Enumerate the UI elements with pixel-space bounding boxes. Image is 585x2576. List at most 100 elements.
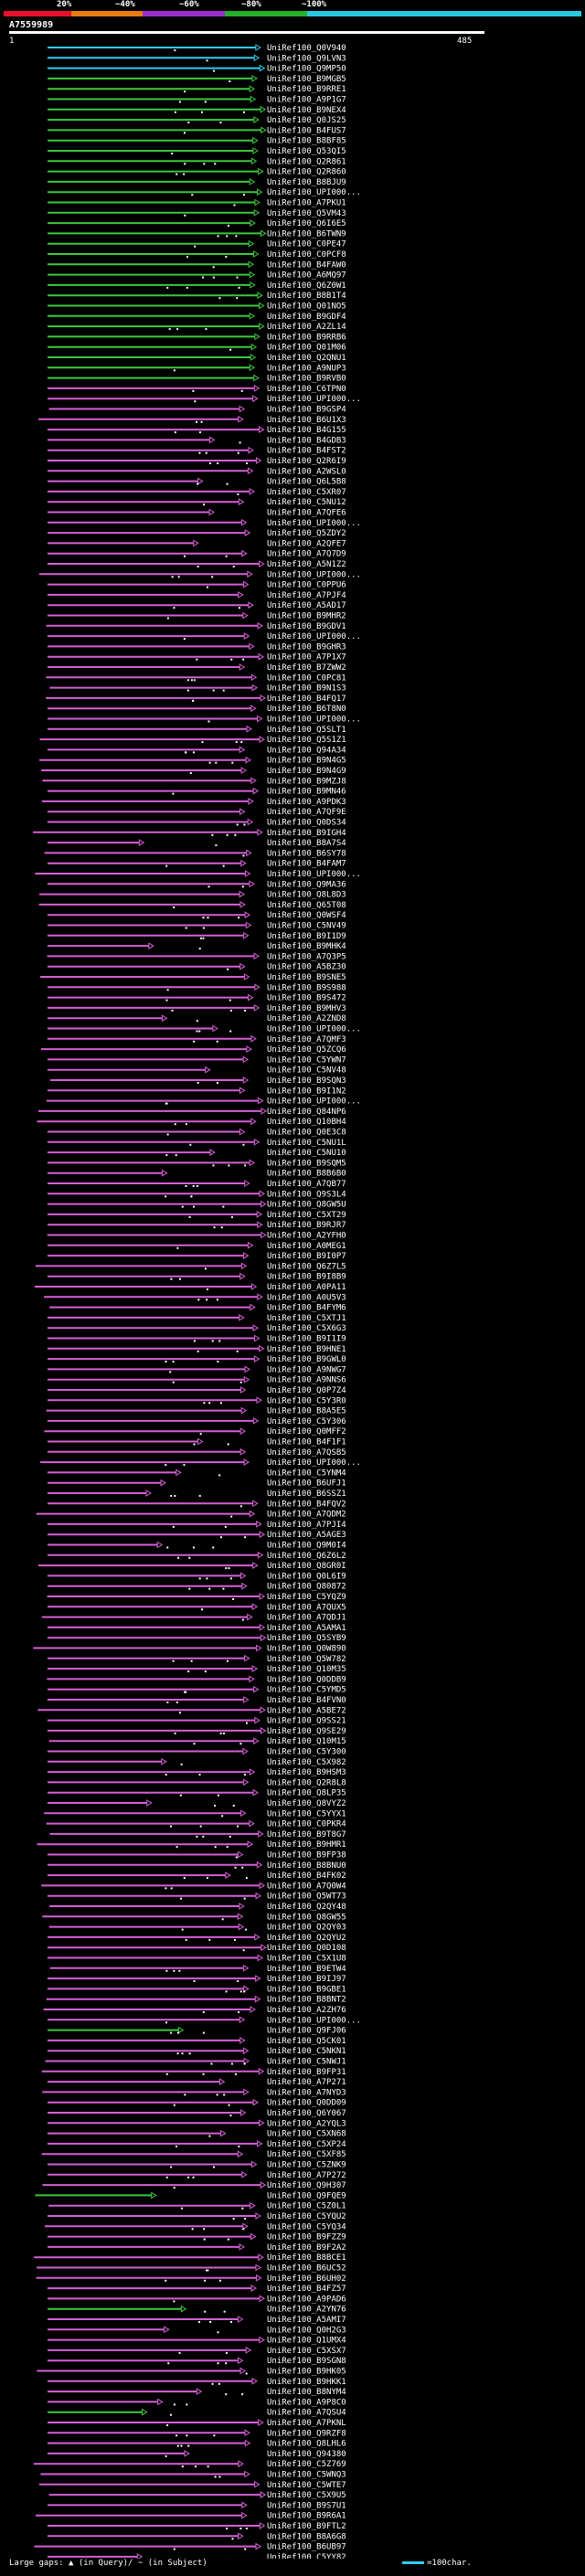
hit-label[interactable]: UniRef100_Q65T08 — [267, 901, 346, 910]
hit-label[interactable]: UniRef100_B9MZJ8 — [267, 777, 346, 786]
hit-label[interactable]: UniRef100_A2QFE7 — [267, 539, 346, 548]
hit-row[interactable]: UniRef100_Q0WSF4 — [48, 911, 346, 920]
hit-label[interactable]: UniRef100_B4GDB3 — [267, 436, 346, 445]
hit-row[interactable]: UniRef100_A5BZ30 — [48, 963, 346, 972]
hit-label[interactable]: UniRef100_A2YQL3 — [267, 2119, 346, 2128]
hit-label[interactable]: UniRef100_A7QUX5 — [267, 1603, 346, 1612]
hit-row[interactable]: UniRef100_B9MHR2 — [48, 612, 346, 621]
hit-row[interactable]: UniRef100_B9GBE1 — [48, 1985, 346, 1994]
hit-row[interactable]: UniRef100_A5AMI7 — [48, 2316, 346, 2325]
hit-row[interactable]: UniRef100_B9GDV1 — [46, 622, 346, 631]
hit-label[interactable]: UniRef100_A7P271 — [267, 2078, 346, 2087]
hit-label[interactable]: UniRef100_B4FAW0 — [267, 260, 346, 270]
hit-row[interactable]: UniRef100_A7P1X7 — [48, 653, 346, 663]
hit-row[interactable]: UniRef100_A7QB77 — [48, 1180, 346, 1189]
hit-label[interactable]: UniRef100_Q0JS25 — [267, 116, 346, 125]
hit-row[interactable]: UniRef100_Q9SS21 — [48, 1717, 346, 1726]
hit-row[interactable]: UniRef100_B8A7S4 — [48, 839, 346, 848]
hit-label[interactable]: UniRef100_B8NYM4 — [267, 2388, 346, 2397]
hit-label[interactable]: UniRef100_B9GBE1 — [267, 1985, 346, 1994]
hit-label[interactable]: UniRef100_A5AMA1 — [267, 1624, 346, 1633]
hit-label[interactable]: UniRef100_B9RRB6 — [267, 333, 346, 342]
hit-label[interactable]: UniRef100_C5X9U5 — [267, 2491, 346, 2500]
hit-row[interactable]: UniRef100_B9GWL0 — [48, 1355, 346, 1364]
hit-label[interactable]: UniRef100_Q10M15 — [267, 1737, 346, 1746]
hit-label[interactable]: UniRef100_Q6Z6L2 — [267, 1552, 346, 1561]
hit-label[interactable]: UniRef100_Q8L8D3 — [267, 891, 346, 900]
hit-label[interactable]: UniRef100_B4FVN0 — [267, 1696, 346, 1705]
hit-label[interactable]: UniRef100_C5YQU2 — [267, 2212, 346, 2221]
hit-label[interactable]: UniRef100_A7Q0W4 — [267, 1882, 346, 1891]
hit-row[interactable]: UniRef100_A7Q0W4 — [41, 1882, 346, 1891]
hit-label[interactable]: UniRef100_C5YNM4 — [267, 1468, 346, 1478]
hit-label[interactable]: UniRef100_A9PDK3 — [267, 798, 346, 807]
hit-row[interactable]: UniRef100_B9GSP4 — [48, 406, 346, 415]
hit-label[interactable]: UniRef100_Q2QY03 — [267, 1924, 346, 1933]
hit-row[interactable]: UniRef100_A5N1Z2 — [48, 560, 346, 569]
hit-row[interactable]: UniRef100_Q8GW5U — [48, 1201, 346, 1210]
hit-row[interactable]: UniRef100_B9I1N2 — [48, 1087, 346, 1096]
hit-label[interactable]: UniRef100_C5XT29 — [267, 1211, 346, 1220]
hit-row[interactable]: UniRef100_B8NYM4 — [48, 2388, 346, 2397]
hit-row[interactable]: UniRef100_B8BF85 — [48, 137, 346, 146]
hit-row[interactable]: UniRef100_A5BE72 — [37, 1706, 346, 1715]
hit-label[interactable]: UniRef100_B9GSP4 — [267, 406, 346, 415]
hit-row[interactable]: UniRef100_B9FP38 — [48, 1851, 346, 1860]
hit-row[interactable]: UniRef100_B9MGB5 — [48, 75, 346, 84]
hit-row[interactable]: UniRef100_B9RRB6 — [48, 333, 346, 342]
hit-row[interactable]: UniRef100_Q6Z6L2 — [48, 1552, 346, 1561]
hit-label[interactable]: UniRef100_Q9SE29 — [267, 1727, 346, 1736]
hit-row[interactable]: UniRef100_B9S472 — [48, 994, 346, 1003]
hit-row[interactable]: UniRef100_C5NV49 — [48, 922, 346, 931]
hit-label[interactable]: UniRef100_B6SY78 — [267, 849, 346, 858]
hit-label[interactable]: UniRef100_C0PC81 — [267, 673, 346, 683]
hit-label[interactable]: UniRef100_B8BCE1 — [267, 2253, 346, 2263]
hit-row[interactable]: UniRef100_A2WSL0 — [48, 467, 346, 476]
hit-label[interactable]: UniRef100_Q5W782 — [267, 1655, 346, 1664]
hit-row[interactable]: UniRef100_Q9MA36 — [48, 880, 346, 889]
hit-row[interactable]: UniRef100_C5YY82 — [48, 2553, 346, 2559]
hit-label[interactable]: UniRef100_Q2R6I9 — [267, 457, 346, 466]
hit-row[interactable]: UniRef100_B9HNE1 — [48, 1345, 346, 1354]
hit-row[interactable]: UniRef100_Q5VM43 — [48, 209, 346, 218]
hit-label[interactable]: UniRef100_Q0DS34 — [267, 819, 346, 828]
hit-label[interactable]: UniRef100_Q0P7Z4 — [267, 1386, 346, 1395]
hit-row[interactable]: UniRef100_Q6I6E5 — [48, 219, 346, 228]
hit-label[interactable]: UniRef100_B4FK02 — [267, 1871, 346, 1881]
hit-row[interactable]: UniRef100_Q10M35 — [48, 1665, 346, 1674]
hit-label[interactable]: UniRef100_C5YQ34 — [267, 2222, 346, 2231]
hit-row[interactable]: UniRef100_Q65T08 — [38, 901, 346, 910]
hit-row[interactable]: UniRef100_B8A6G8 — [48, 2532, 346, 2541]
hit-label[interactable]: UniRef100_B8BNT2 — [267, 1996, 346, 2005]
hit-row[interactable]: UniRef100_C0PE47 — [48, 240, 346, 249]
hit-label[interactable]: UniRef100_C5NU12 — [267, 498, 346, 507]
hit-label[interactable]: UniRef100_A2WSL0 — [267, 467, 346, 476]
hit-label[interactable]: UniRef100_B9N1S3 — [267, 684, 346, 694]
hit-row[interactable]: UniRef100_C5YQ34 — [44, 2222, 346, 2231]
hit-label[interactable]: UniRef100_B8A5E5 — [267, 1407, 346, 1416]
hit-label[interactable]: UniRef100_C5YWN7 — [267, 1055, 346, 1065]
hit-label[interactable]: UniRef100_Q0E3C8 — [267, 1129, 346, 1138]
hit-row[interactable]: UniRef100_B6UC52 — [37, 2264, 346, 2274]
hit-row[interactable]: UniRef100_B4FUS7 — [48, 126, 346, 135]
hit-label[interactable]: UniRef100_Q0W890 — [267, 1645, 346, 1654]
hit-row[interactable]: UniRef100_C5YMD5 — [48, 1686, 346, 1695]
hit-row[interactable]: UniRef100_B9FP31 — [41, 2068, 346, 2077]
hit-row[interactable]: UniRef100_B6SSZ1 — [48, 1489, 346, 1499]
hit-row[interactable]: UniRef100_A9PAD6 — [48, 2295, 346, 2304]
hit-label[interactable]: UniRef100_C5Z769 — [267, 2460, 346, 2469]
hit-label[interactable]: UniRef100_A2YFH0 — [267, 1232, 346, 1241]
hit-label[interactable]: UniRef100_Q9LVN3 — [267, 54, 346, 63]
hit-row[interactable]: UniRef100_A7PJI4 — [48, 1521, 346, 1530]
hit-label[interactable]: UniRef100_A9P1G7 — [267, 96, 346, 105]
hit-label[interactable]: UniRef100_C5WNQ3 — [267, 2471, 346, 2480]
hit-label[interactable]: UniRef100_B9I1N2 — [267, 1087, 346, 1096]
hit-label[interactable]: UniRef100_A7PKU1 — [267, 199, 346, 208]
hit-row[interactable]: UniRef100_C5WNQ3 — [40, 2471, 346, 2480]
hit-row[interactable]: UniRef100_C5XP24 — [48, 2140, 346, 2149]
hit-row[interactable]: UniRef100_B6UFJ1 — [48, 1479, 346, 1489]
hit-row[interactable]: UniRef100_B9T8G7 — [49, 1830, 346, 1839]
hit-row[interactable]: UniRef100_B4GDB3 — [48, 436, 346, 445]
hit-row[interactable]: UniRef100_A9PDK3 — [41, 798, 346, 807]
hit-row[interactable]: UniRef100_C5XR07 — [48, 488, 346, 497]
